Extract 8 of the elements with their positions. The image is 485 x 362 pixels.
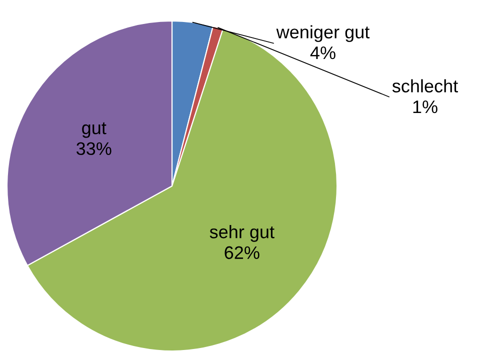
data-label: 33% (76, 142, 112, 156)
slice-label: schlecht (392, 79, 458, 92)
slice-label: weniger gut (276, 25, 370, 42)
slice-label: gut (82, 122, 106, 138)
data-label: 62% (224, 246, 260, 260)
data-label: 1% (413, 100, 438, 114)
data-label: 4% (310, 46, 336, 60)
slice-label: sehr gut (210, 225, 274, 242)
